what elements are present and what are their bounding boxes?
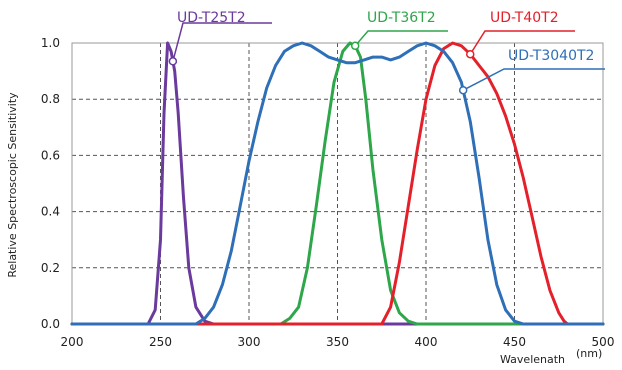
callout-line-ud-t40t2 bbox=[469, 30, 575, 55]
series-callouts: UD-T25T2 UD-T36T2 UD-T40T2 UD-T3040T2 bbox=[168, 10, 605, 95]
grid-lines bbox=[72, 43, 603, 324]
x-axis-unit: (nm) bbox=[576, 347, 602, 360]
callout-marker-ud-t3040t2 bbox=[458, 85, 468, 95]
y-tick-labels: 0.0 0.2 0.4 0.6 0.8 1.0 bbox=[41, 36, 60, 331]
x-tick-label: 200 bbox=[61, 335, 84, 349]
y-tick-label: 0.4 bbox=[41, 205, 60, 219]
series-label-ud-t40t2: UD-T40T2 bbox=[490, 10, 559, 26]
x-tick-label: 300 bbox=[238, 335, 261, 349]
x-tick-label: 450 bbox=[503, 335, 526, 349]
y-tick-label: 0.6 bbox=[41, 148, 60, 162]
series-line-ud-t25t2 bbox=[70, 41, 605, 326]
x-tick-label: 250 bbox=[149, 335, 172, 349]
x-tick-label: 400 bbox=[415, 335, 438, 349]
callout-marker-ud-t36t2 bbox=[350, 41, 360, 51]
series-line-ud-t40t2 bbox=[70, 41, 605, 326]
series-line-ud-t3040t2 bbox=[70, 41, 605, 326]
y-axis-title: Relative Spectroscopic Sensitivity bbox=[6, 92, 19, 278]
x-tick-labels: 200 250 300 350 400 450 500 bbox=[61, 335, 615, 349]
series-label-ud-t25t2: UD-T25T2 bbox=[177, 10, 246, 26]
callout-marker-ud-t25t2 bbox=[168, 57, 178, 66]
callout-line-ud-t3040t2 bbox=[462, 68, 605, 91]
y-tick-label: 0.2 bbox=[41, 261, 60, 275]
callout-marker-ud-t40t2 bbox=[466, 49, 475, 59]
y-tick-label: 0.0 bbox=[41, 317, 60, 331]
x-tick-label: 350 bbox=[326, 335, 349, 349]
series-label-ud-t36t2: UD-T36T2 bbox=[367, 10, 436, 26]
y-tick-label: 0.8 bbox=[41, 92, 60, 106]
callout-line-ud-t25t2 bbox=[172, 22, 272, 62]
series-layer bbox=[70, 41, 605, 326]
callout-line-ud-t36t2 bbox=[354, 30, 448, 47]
y-tick-label: 1.0 bbox=[41, 36, 60, 50]
x-tick-label: 500 bbox=[592, 335, 615, 349]
x-axis-title: Wavelenath bbox=[500, 353, 565, 366]
series-label-ud-t3040t2: UD-T3040T2 bbox=[508, 48, 594, 64]
